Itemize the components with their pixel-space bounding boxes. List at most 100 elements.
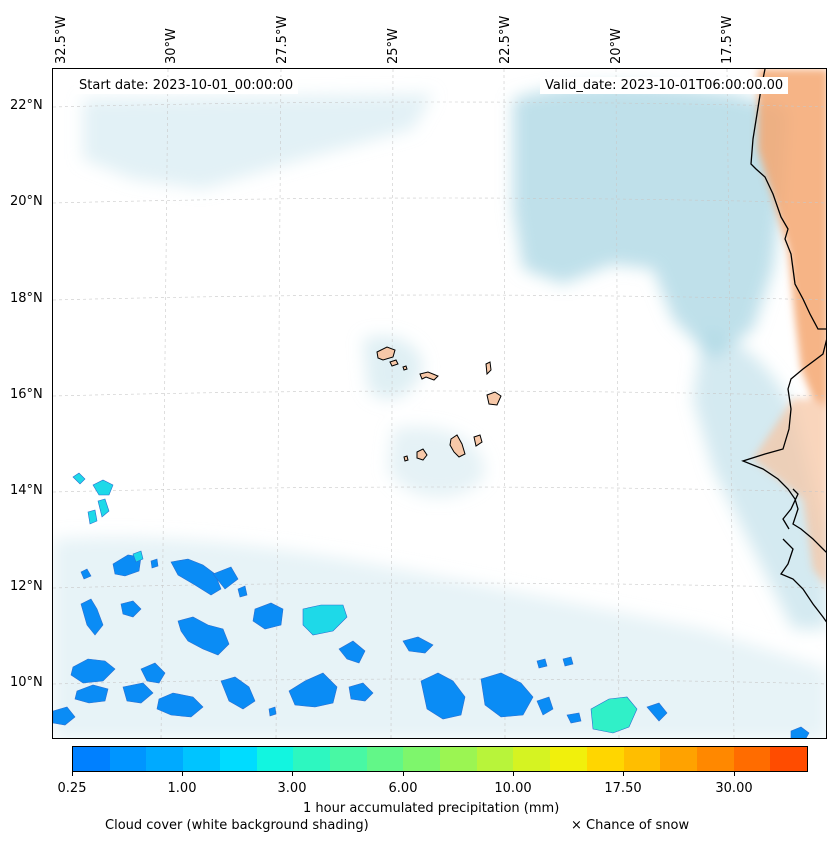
precip-cell [562, 656, 574, 667]
colorbar-tick-label: 1.00 [167, 781, 197, 796]
precipitation-colorbar [72, 746, 808, 772]
island-boa-vista [486, 391, 502, 406]
gridline-lon-27.5w [275, 69, 282, 738]
precip-cell [348, 682, 374, 702]
precip-cell [566, 712, 582, 724]
land-shading-layer [753, 69, 826, 587]
island-fogo [416, 448, 428, 461]
precip-cell [156, 692, 204, 718]
colorbar-segment [623, 747, 661, 771]
lat-label-20n: 20°N [10, 194, 43, 209]
island-santiago [449, 434, 466, 458]
gridline-lon-25w [390, 69, 394, 738]
lon-label-22.5w: 22.5°W [498, 15, 513, 64]
colorbar-title: 1 hour accumulated precipitation (mm) [303, 801, 560, 816]
colorbar-tick [623, 772, 624, 776]
map-canvas [53, 69, 826, 738]
colorbar-segment [660, 747, 697, 771]
cloud-cover-caption: Cloud cover (white background shading) [105, 818, 369, 833]
colorbar-tick-label: 6.00 [388, 781, 418, 796]
land-orange-mauritania [758, 69, 826, 408]
colorbar-tick [734, 772, 735, 776]
colorbar-tick [403, 772, 404, 776]
precip-cell [74, 684, 109, 704]
gridline-lat-14n [53, 486, 826, 493]
cloud-region-east [693, 329, 826, 629]
precip-cell [112, 554, 142, 577]
island-brava [403, 455, 409, 462]
precip-cell [150, 558, 159, 569]
gridline-lon-17.5w [726, 69, 735, 738]
start-date-label: Start date: 2023-10-01_00:00:00 [74, 77, 299, 94]
colorbar-segment [293, 747, 330, 771]
colorbar-segment [366, 747, 404, 771]
colorbar-segment [733, 747, 771, 771]
precipitation-layer [53, 472, 810, 738]
lon-label-20w: 20°W [609, 28, 624, 64]
precip-cell [480, 672, 534, 718]
island-santo-antao [376, 346, 396, 361]
cloud-region-central [388, 427, 485, 498]
lon-label-25w: 25°W [386, 28, 401, 64]
land-orange-senegal [753, 399, 826, 587]
precip-cell [87, 509, 98, 525]
precip-cell [790, 726, 810, 738]
precip-cell [220, 676, 256, 710]
colorbar-segment [146, 747, 184, 771]
cloud-region-islands [363, 335, 423, 400]
valid-date-label: Valid_date: 2023-10-01T06:00:00.00 [540, 77, 789, 94]
island-sao-nicolau [419, 371, 439, 381]
colorbar-tick [292, 772, 293, 776]
colorbar-segment [73, 747, 110, 771]
lat-label-22n: 22°N [10, 98, 43, 113]
precip-cell [646, 702, 668, 722]
precip-cell [53, 706, 76, 726]
gridline-lat-18n [53, 294, 826, 301]
gridline-lat-22n [53, 101, 826, 108]
colorbar-segment [329, 747, 367, 771]
colorbar-tick-label: 30.00 [715, 781, 753, 796]
colorbar-tick-label: 10.00 [494, 781, 532, 796]
colorbar-segment [476, 747, 514, 771]
precip-cell [420, 672, 466, 720]
precip-cell [302, 604, 348, 636]
gridline-lon-20w [615, 69, 620, 738]
cloud-region-nw [83, 94, 433, 189]
cloud-region-north [513, 85, 788, 359]
island-maio [473, 434, 483, 447]
island-sao-vicente [389, 359, 399, 367]
coastline-west-africa [741, 69, 826, 623]
precip-cell [132, 550, 144, 563]
precip-cell [80, 568, 92, 580]
gridline-lon-30w [160, 69, 169, 738]
cape-verde-islands [376, 346, 502, 462]
precip-cell [268, 706, 277, 717]
colorbar-segment [586, 747, 624, 771]
precip-cell [338, 640, 366, 664]
colorbar-segment [403, 747, 441, 771]
precip-cell [252, 602, 284, 630]
colorbar-segment [109, 747, 147, 771]
colorbar-segment [770, 747, 808, 771]
colorbar-segment [696, 747, 734, 771]
colorbar-tick-label: 0.25 [57, 781, 87, 796]
precip-cell [97, 498, 110, 518]
colorbar-segment [513, 747, 551, 771]
colorbar-tick-label: 17.50 [604, 781, 642, 796]
precip-cell [536, 696, 554, 716]
island-sal [485, 361, 492, 376]
precip-cell [122, 682, 154, 704]
precip-cell [120, 600, 142, 618]
map-panel[interactable] [52, 68, 827, 739]
lon-label-17.5w: 17.5°W [720, 15, 735, 64]
gridline-lat-12n [53, 582, 826, 589]
gridline-lat-16n [53, 390, 826, 397]
precip-cell [288, 672, 338, 708]
precip-cell [177, 616, 230, 656]
precip-cell [72, 472, 86, 485]
precip-cell [140, 662, 166, 684]
colorbar-tick-label: 3.00 [277, 781, 307, 796]
precip-cell [212, 566, 239, 590]
lat-label-10n: 10°N [10, 675, 43, 690]
precip-cell [536, 658, 548, 669]
